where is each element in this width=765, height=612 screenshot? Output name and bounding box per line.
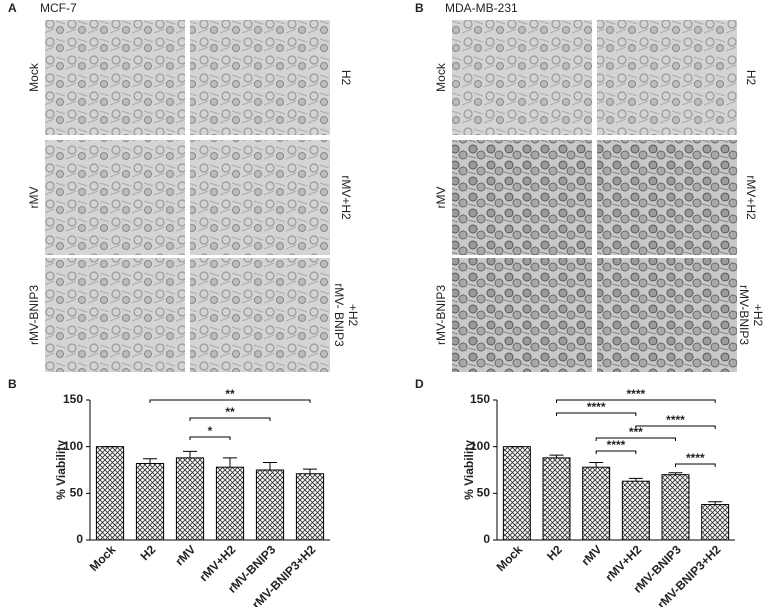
image-label: +H2 — [346, 304, 360, 327]
significance-label: ** — [225, 387, 235, 401]
y-axis-label: % Viability — [462, 440, 476, 500]
bar — [215, 466, 245, 541]
micrograph — [45, 20, 185, 135]
x-tick-label: H2 — [544, 542, 565, 563]
bar — [621, 480, 650, 541]
bar — [255, 469, 285, 541]
image-label: rMV-BNIP3 — [737, 285, 751, 345]
significance-bracket — [189, 436, 231, 440]
panel-letter: B — [415, 1, 424, 15]
bar — [502, 446, 531, 541]
y-axis-label: % Viability — [54, 440, 68, 500]
bar — [95, 446, 125, 541]
micrograph — [597, 140, 737, 255]
bar — [582, 466, 611, 541]
x-tick-label: Mock — [494, 542, 526, 574]
micrograph — [45, 140, 185, 255]
panel-letter: B — [8, 377, 17, 391]
significance-label: ** — [225, 405, 235, 419]
bar — [661, 474, 690, 541]
significance-bracket — [556, 412, 637, 416]
image-label: rMV — [27, 187, 41, 209]
error-bar — [303, 468, 317, 474]
error-bar — [263, 462, 277, 470]
image-label: rMV+H2 — [339, 175, 353, 220]
x-tick-label: rMV — [579, 542, 605, 568]
significance-label: *** — [629, 425, 643, 439]
panel-title: MCF-7 — [40, 1, 77, 15]
significance-label: * — [208, 424, 213, 438]
image-label: Mock — [434, 62, 448, 92]
y-tick-label: 50 — [477, 486, 491, 500]
image-label: H2 — [339, 70, 353, 86]
significance-label: **** — [626, 387, 645, 401]
image-label: H2 — [744, 70, 758, 86]
micrograph — [452, 258, 592, 372]
y-tick-label: 100 — [470, 439, 490, 453]
image-label: rMV-BNIP3 — [27, 285, 41, 345]
panel-title: MDA-MB-231 — [445, 1, 518, 15]
error-bar — [589, 462, 604, 468]
image-label: rMV-BNIP3 — [434, 285, 448, 345]
significance-bracket — [149, 399, 311, 403]
significance-label: **** — [686, 451, 705, 465]
significance-bracket — [189, 417, 271, 421]
micrograph — [190, 140, 330, 255]
significance-label: **** — [666, 413, 685, 427]
micrograph — [45, 258, 185, 372]
bar — [135, 462, 165, 541]
image-label: rMV+H2 — [744, 175, 758, 220]
significance-label: **** — [607, 438, 626, 452]
micrograph — [597, 20, 737, 135]
error-bar — [549, 454, 564, 458]
panel-letter: A — [8, 1, 17, 15]
y-tick-label: 50 — [70, 486, 84, 500]
y-tick-label: 150 — [63, 392, 83, 406]
micrograph — [452, 20, 592, 135]
significance-bracket — [595, 450, 637, 454]
error-bar — [143, 458, 157, 464]
error-bar — [223, 457, 237, 468]
significance-bracket — [595, 437, 676, 441]
micrograph — [190, 20, 330, 135]
micrograph — [452, 140, 592, 255]
significance-bracket — [556, 399, 716, 403]
significance-bracket — [635, 425, 716, 429]
error-bar — [183, 450, 197, 458]
error-bar — [668, 472, 683, 475]
y-tick-label: 100 — [63, 439, 83, 453]
micrograph — [597, 258, 737, 372]
x-tick-label: Mock — [87, 542, 119, 574]
y-tick-label: 0 — [76, 532, 83, 546]
image-label: Mock — [27, 62, 41, 92]
micrograph — [190, 258, 330, 372]
bar — [295, 473, 325, 541]
image-label: rMV- BNIP3 — [332, 283, 346, 347]
image-label: +H2 — [751, 304, 765, 327]
bar — [542, 457, 571, 541]
error-bar — [708, 501, 723, 505]
bar — [175, 457, 205, 541]
image-label: rMV — [434, 187, 448, 209]
x-tick-label: H2 — [138, 542, 159, 563]
x-tick-label: rMV — [172, 542, 198, 568]
significance-label: **** — [587, 400, 606, 414]
panel-letter: D — [415, 377, 424, 391]
significance-bracket — [675, 463, 716, 467]
bar — [701, 504, 730, 541]
error-bar — [628, 477, 643, 482]
y-tick-label: 0 — [483, 532, 490, 546]
y-tick-label: 150 — [470, 392, 490, 406]
